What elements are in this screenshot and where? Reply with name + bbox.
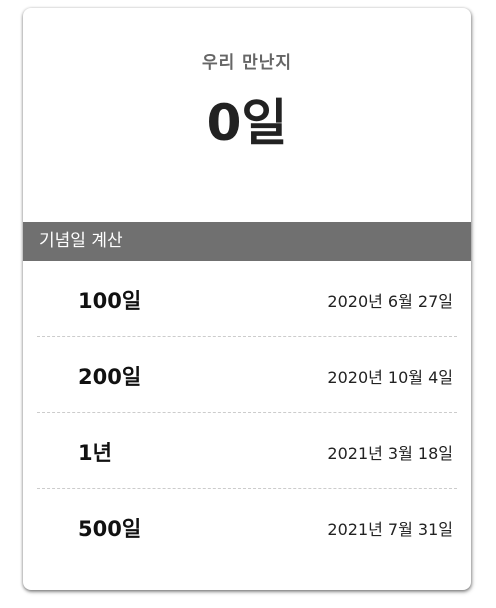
counter-value: 0일 [206,94,288,152]
list-item: 200일 2020년 10월 4일 [37,337,457,413]
anniversary-date: 2020년 10월 4일 [327,367,453,387]
anniversary-label: 1년 [78,440,112,465]
anniversary-label: 100일 [78,288,142,313]
days-counter: 우리 만난지 0일 [23,8,471,222]
list-item: 1년 2021년 3월 18일 [37,413,457,489]
anniversary-card: 우리 만난지 0일 기념일 계산 100일 2020년 6월 27일 200일 … [23,8,471,590]
list-item: 100일 2020년 6월 27일 [37,261,457,337]
list-item: 500일 2021년 7월 31일 [37,489,457,565]
anniversary-date: 2021년 3월 18일 [327,443,453,463]
anniversary-label: 500일 [78,517,142,541]
counter-label: 우리 만난지 [201,53,293,73]
anniversary-date: 2021년 7월 31일 [327,520,453,539]
anniversary-date: 2020년 6월 27일 [327,291,453,311]
anniversary-label: 200일 [78,364,142,389]
anniversary-section-header: 기념일 계산 [23,222,471,261]
anniversary-list: 100일 2020년 6월 27일 200일 2020년 10월 4일 1년 2… [23,261,471,565]
